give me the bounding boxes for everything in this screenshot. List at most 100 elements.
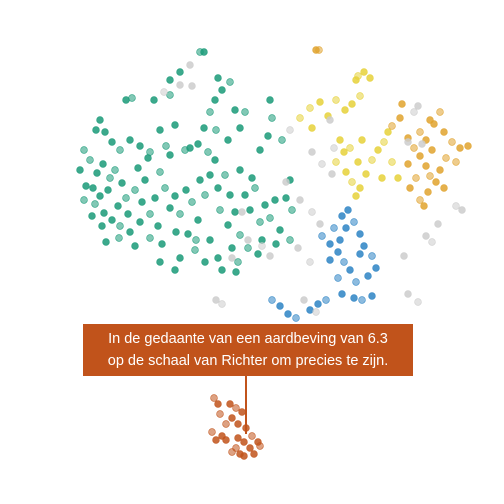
scatter-point [232, 268, 240, 276]
scatter-point [118, 179, 126, 187]
scatter-point [336, 236, 344, 244]
scatter-point [256, 442, 264, 450]
scatter-point [464, 142, 472, 150]
scatter-point [96, 116, 104, 124]
scatter-point [256, 146, 264, 154]
scatter-point [82, 182, 90, 190]
scatter-point [348, 178, 356, 186]
scatter-point [246, 206, 254, 214]
scatter-point [342, 168, 350, 176]
scatter-point [452, 202, 460, 210]
scatter-point [436, 166, 444, 174]
scatter-point [428, 146, 436, 154]
scatter-point [248, 432, 256, 440]
scatter-point [442, 154, 450, 162]
scatter-point [238, 208, 246, 216]
scatter-point [400, 252, 408, 260]
scatter-point [314, 300, 322, 308]
scatter-point [388, 122, 396, 130]
scatter-point [201, 258, 209, 266]
scatter-point [288, 206, 296, 214]
scatter-point [296, 114, 304, 122]
scatter-point [92, 126, 100, 134]
scatter-point [426, 116, 434, 124]
scatter-point [334, 274, 342, 282]
scatter-point [93, 169, 101, 177]
scatter-point [256, 218, 264, 226]
scatter-point [176, 68, 184, 76]
scatter-point [234, 258, 242, 266]
scatter-point [368, 292, 376, 300]
scatter-point [176, 254, 184, 262]
annotation-callout: In de gedaante van een aardbeving van 6.… [83, 324, 413, 376]
scatter-point [99, 160, 107, 168]
scatter-point [214, 400, 222, 408]
scatter-point [86, 156, 94, 164]
scatter-point [292, 314, 300, 322]
scatter-point [136, 218, 144, 226]
scatter-point [300, 296, 308, 304]
scatter-point [206, 171, 214, 179]
scatter-point [268, 296, 276, 304]
scatter-point [368, 252, 376, 260]
scatter-point [126, 136, 134, 144]
scatter-point [244, 236, 252, 244]
scatter-point [200, 48, 208, 56]
scatter-point [104, 186, 112, 194]
scatter-point [340, 148, 348, 156]
scatter-point [166, 76, 174, 84]
scatter-point [396, 114, 404, 122]
scatter-point [218, 86, 226, 94]
scatter-point [414, 102, 422, 110]
scatter-point [418, 140, 426, 148]
scatter-point [138, 198, 146, 206]
annotation-line-1: In de gedaante van een aardbeving van 6.… [108, 331, 388, 347]
scatter-point [208, 428, 216, 436]
scatter-point [234, 434, 242, 442]
scatter-point [214, 74, 222, 82]
scatter-point [116, 222, 124, 230]
scatter-point [308, 124, 316, 132]
scatter-point [211, 96, 219, 104]
scatter-point [88, 212, 96, 220]
scatter-point [250, 450, 258, 458]
scatter-point [231, 106, 239, 114]
scatter-point [350, 218, 358, 226]
scatter-point [234, 420, 242, 428]
scatter-point [358, 136, 366, 144]
scatter-point [318, 232, 326, 240]
scatter-point [341, 106, 349, 114]
scatter-point [404, 290, 412, 298]
scatter-point [212, 436, 220, 444]
scatter-point [306, 104, 314, 112]
scatter-point [154, 222, 162, 230]
scatter-point [384, 128, 392, 136]
scatter-point [240, 438, 248, 446]
scatter-point [294, 244, 302, 252]
scatter-point [360, 242, 368, 250]
scatter-point [114, 202, 122, 210]
scatter-point [346, 266, 354, 274]
scatter-point [161, 184, 169, 192]
scatter-point [452, 158, 460, 166]
scatter-point [206, 108, 214, 116]
scatter-point [426, 172, 434, 180]
scatter-point [186, 61, 194, 69]
scatter-point [186, 144, 194, 152]
scatter-point [354, 158, 362, 166]
scatter-point [432, 178, 440, 186]
scatter-point [286, 236, 294, 244]
scatter-point [352, 192, 360, 200]
scatter-point [224, 221, 232, 229]
scatter-point [228, 244, 236, 252]
scatter-point [160, 88, 168, 96]
scatter-point [101, 128, 109, 136]
scatter-point [194, 140, 202, 148]
scatter-point [124, 210, 132, 218]
scatter-point [251, 184, 259, 192]
scatter-point [122, 96, 130, 104]
scatter-point [282, 194, 290, 202]
scatter-point [356, 92, 364, 100]
scatter-point [214, 254, 222, 262]
